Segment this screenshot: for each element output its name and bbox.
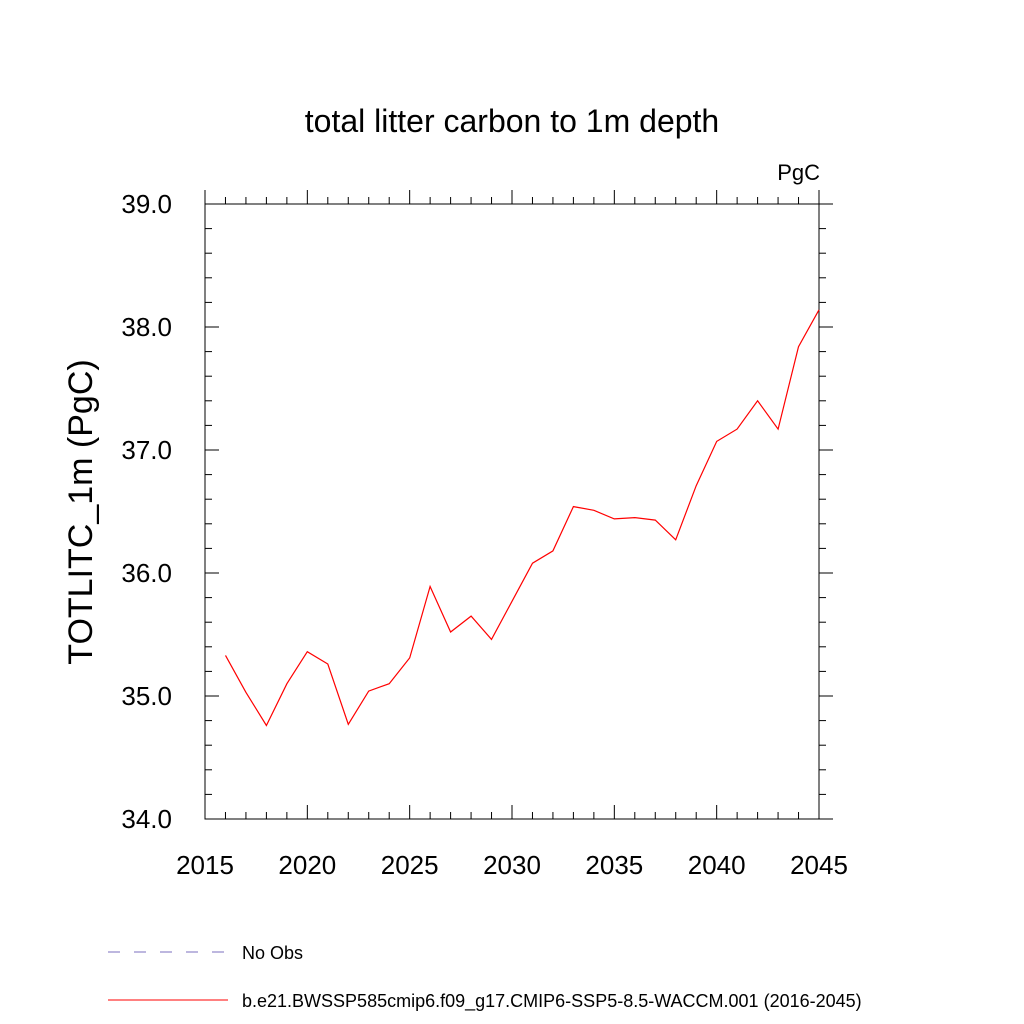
x-tick-label: 2020 — [278, 850, 336, 880]
y-tick-label: 36.0 — [121, 558, 172, 588]
y-axis-label: TOTLITC_1m (PgC) — [62, 359, 100, 664]
x-tick-label: 2035 — [585, 850, 643, 880]
legend: No Obs b.e21.BWSSP585cmip6.f09_g17.CMIP6-… — [108, 943, 862, 1012]
plot-frame — [204, 203, 820, 820]
y-tick-label: 35.0 — [121, 681, 172, 711]
legend-label: No Obs — [242, 943, 303, 963]
chart-title: total litter carbon to 1m depth — [305, 103, 719, 139]
axis-ticks: 2015 2020 2025 2030 2035 2040 2045 34.0 35.0 36.0… — [121, 189, 848, 880]
units-label: PgC — [777, 160, 820, 185]
data-series — [224, 309, 820, 727]
x-tick-label: 2040 — [688, 850, 746, 880]
legend-label: b.e21.BWSSP585cmip6.f09_g17.CMIP6-SSP5-8… — [242, 991, 862, 1012]
x-tick-label: 2015 — [176, 850, 234, 880]
y-tick-label: 38.0 — [121, 312, 172, 342]
y-tick-label: 34.0 — [121, 804, 172, 834]
y-tick-label: 37.0 — [121, 435, 172, 465]
x-tick-label: 2025 — [381, 850, 439, 880]
x-tick-label: 2045 — [790, 850, 848, 880]
y-tick-label: 39.0 — [121, 189, 172, 219]
series-line — [224, 309, 820, 727]
x-tick-label: 2030 — [483, 850, 541, 880]
